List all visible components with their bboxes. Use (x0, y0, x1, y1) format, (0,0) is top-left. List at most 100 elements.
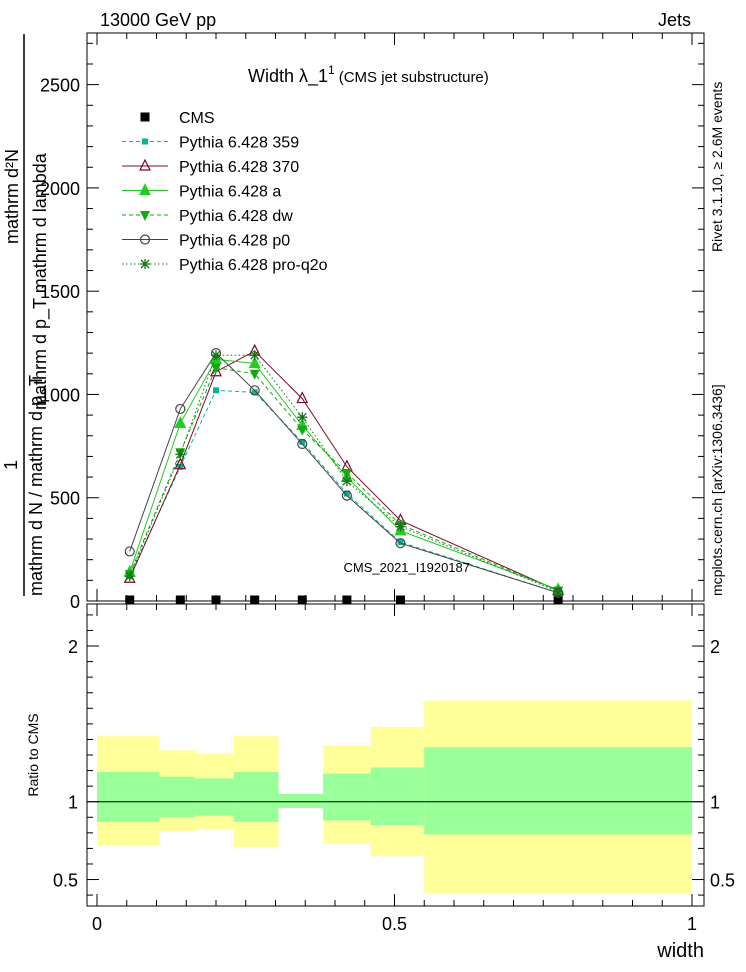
main-y-tick-label: 2000 (40, 179, 80, 199)
point-pdw (249, 369, 260, 380)
series-cms (125, 595, 563, 605)
point-pq2o (211, 350, 221, 361)
point-pdw (211, 363, 221, 374)
point-pp0 (341, 490, 352, 501)
main-y-tick-label: 1000 (40, 385, 80, 405)
series-pp0 (124, 348, 564, 598)
mcplots-label: mcplots.cern.ch [arXiv:1306.3436] (709, 384, 725, 596)
point-cms (175, 595, 185, 605)
ylabel-bottom: mathrm d N / mathrm d p_T (26, 375, 47, 596)
legend-label-pdw: Pythia 6.428 dw (179, 208, 293, 225)
legend-label-pq2o: Pythia 6.428 pro-q2o (179, 257, 328, 274)
point-pp0 (395, 538, 406, 549)
plot-title-main: Width λ_1 (248, 66, 328, 87)
main-plot-marks (123, 343, 565, 605)
point-cms (125, 595, 135, 605)
point-cms (395, 595, 405, 605)
point-cms (211, 595, 221, 605)
ylabel-top: mathrm d p_T mathrm d lambda (30, 152, 51, 410)
point-pp0 (297, 438, 308, 450)
ratio-band-inner (370, 767, 425, 826)
ratio-y-tick-label: 1 (68, 793, 78, 813)
point-pq2o (175, 449, 186, 460)
ylabel-prefix: 1 (1, 460, 21, 470)
main-y-tick-label: 500 (50, 489, 80, 509)
legend-marker-pp0 (139, 234, 151, 245)
ratio-band-inner (97, 772, 160, 822)
ratio-y-tick-label: 2 (68, 637, 78, 657)
series-pa (123, 352, 565, 595)
ratio-band-inner (323, 773, 371, 821)
legend: CMS Pythia 6.428 359 Pythia 6.428 370 Pythi… (122, 110, 328, 274)
ratio-bands (87, 700, 704, 894)
ratio-band-inner (195, 778, 234, 816)
point-pa (174, 416, 187, 428)
plot-title-sub: (CMS jet substructure) (339, 69, 489, 86)
point-pq2o (395, 521, 406, 532)
point-pdw (297, 425, 308, 436)
series-line-p359 (129, 389, 559, 594)
legend-marker-p359 (142, 138, 148, 145)
point-p370 (296, 391, 309, 404)
ratio-band-inner (233, 772, 279, 822)
rivet-label: Rivet 3.1.10, ≥ 2.6M events (709, 82, 725, 252)
legend-label-pa: Pythia 6.428 a (179, 184, 281, 201)
ratio-y-tick-label-right: 0.5 (710, 871, 735, 891)
watermark: CMS_2021_I1920187 (344, 560, 471, 575)
legend-marker-cms (140, 112, 150, 122)
ylabel-numerator: mathrm d²N (2, 149, 22, 244)
plot-title: Width λ_11 (CMS jet substructure) (248, 63, 489, 87)
main-y-axis-label: 1 mathrm d²N mathrm d p_T mathrm d lambd… (1, 34, 51, 596)
header-right: Jets (658, 10, 691, 30)
series-line-pp0 (129, 352, 559, 594)
x-tick-label: 0 (92, 914, 102, 934)
ratio-y-tick-label-right: 1 (710, 793, 720, 813)
legend-label-cms: CMS (179, 110, 215, 127)
legend-label-pp0: Pythia 6.428 p0 (179, 233, 290, 250)
point-pdw (341, 468, 352, 479)
point-pp0 (249, 385, 260, 396)
point-pp0 (124, 546, 135, 557)
point-cms (297, 595, 307, 605)
point-pa (248, 356, 261, 369)
point-cms (553, 595, 563, 605)
point-pq2o (553, 586, 564, 597)
point-cms (342, 595, 352, 605)
point-pq2o (124, 571, 135, 582)
series-line-pa (129, 358, 559, 591)
ratio-y-axis-label: Ratio to CMS (25, 713, 41, 796)
main-y-tick-label: 1500 (40, 282, 80, 302)
main-y-ticks: 0 500 1000 1500 2000 2500 (40, 33, 704, 612)
point-p370 (123, 570, 136, 583)
legend-marker-pdw (140, 211, 150, 221)
main-y-tick-label: 0 (70, 592, 80, 612)
point-pp0 (175, 403, 186, 415)
point-pq2o (341, 476, 352, 487)
legend-label-p359: Pythia 6.428 359 (179, 135, 299, 152)
point-p359 (177, 463, 184, 470)
legend-marker-pa (139, 183, 151, 196)
series-line-p370 (129, 350, 559, 592)
point-p359 (343, 490, 350, 497)
ratio-ticks: 0.5 0.5 1 1 2 2 0 0.5 1 (53, 604, 735, 934)
point-pq2o (297, 412, 308, 423)
legend-marker-pq2o (140, 259, 150, 269)
x-tick-label: 1 (687, 914, 697, 934)
series-pq2o (124, 350, 564, 597)
plot-title-sup: 1 (328, 63, 335, 77)
point-p359 (213, 387, 219, 394)
main-y-tick-label: 2500 (40, 76, 80, 96)
point-cms (250, 595, 260, 605)
x-tick-label: 0.5 (382, 914, 407, 934)
point-p359 (251, 389, 258, 396)
ratio-y-tick-label-right: 2 (710, 637, 720, 657)
legend-marker-p370 (139, 158, 151, 171)
header-left: 13000 GeV pp (100, 10, 216, 30)
point-p359 (397, 539, 404, 546)
point-p370 (210, 364, 222, 377)
legend-label-p370: Pythia 6.428 370 (179, 159, 299, 176)
ratio-band-inner (159, 776, 196, 818)
ratio-band-inner (278, 793, 324, 808)
point-p370 (174, 457, 187, 470)
